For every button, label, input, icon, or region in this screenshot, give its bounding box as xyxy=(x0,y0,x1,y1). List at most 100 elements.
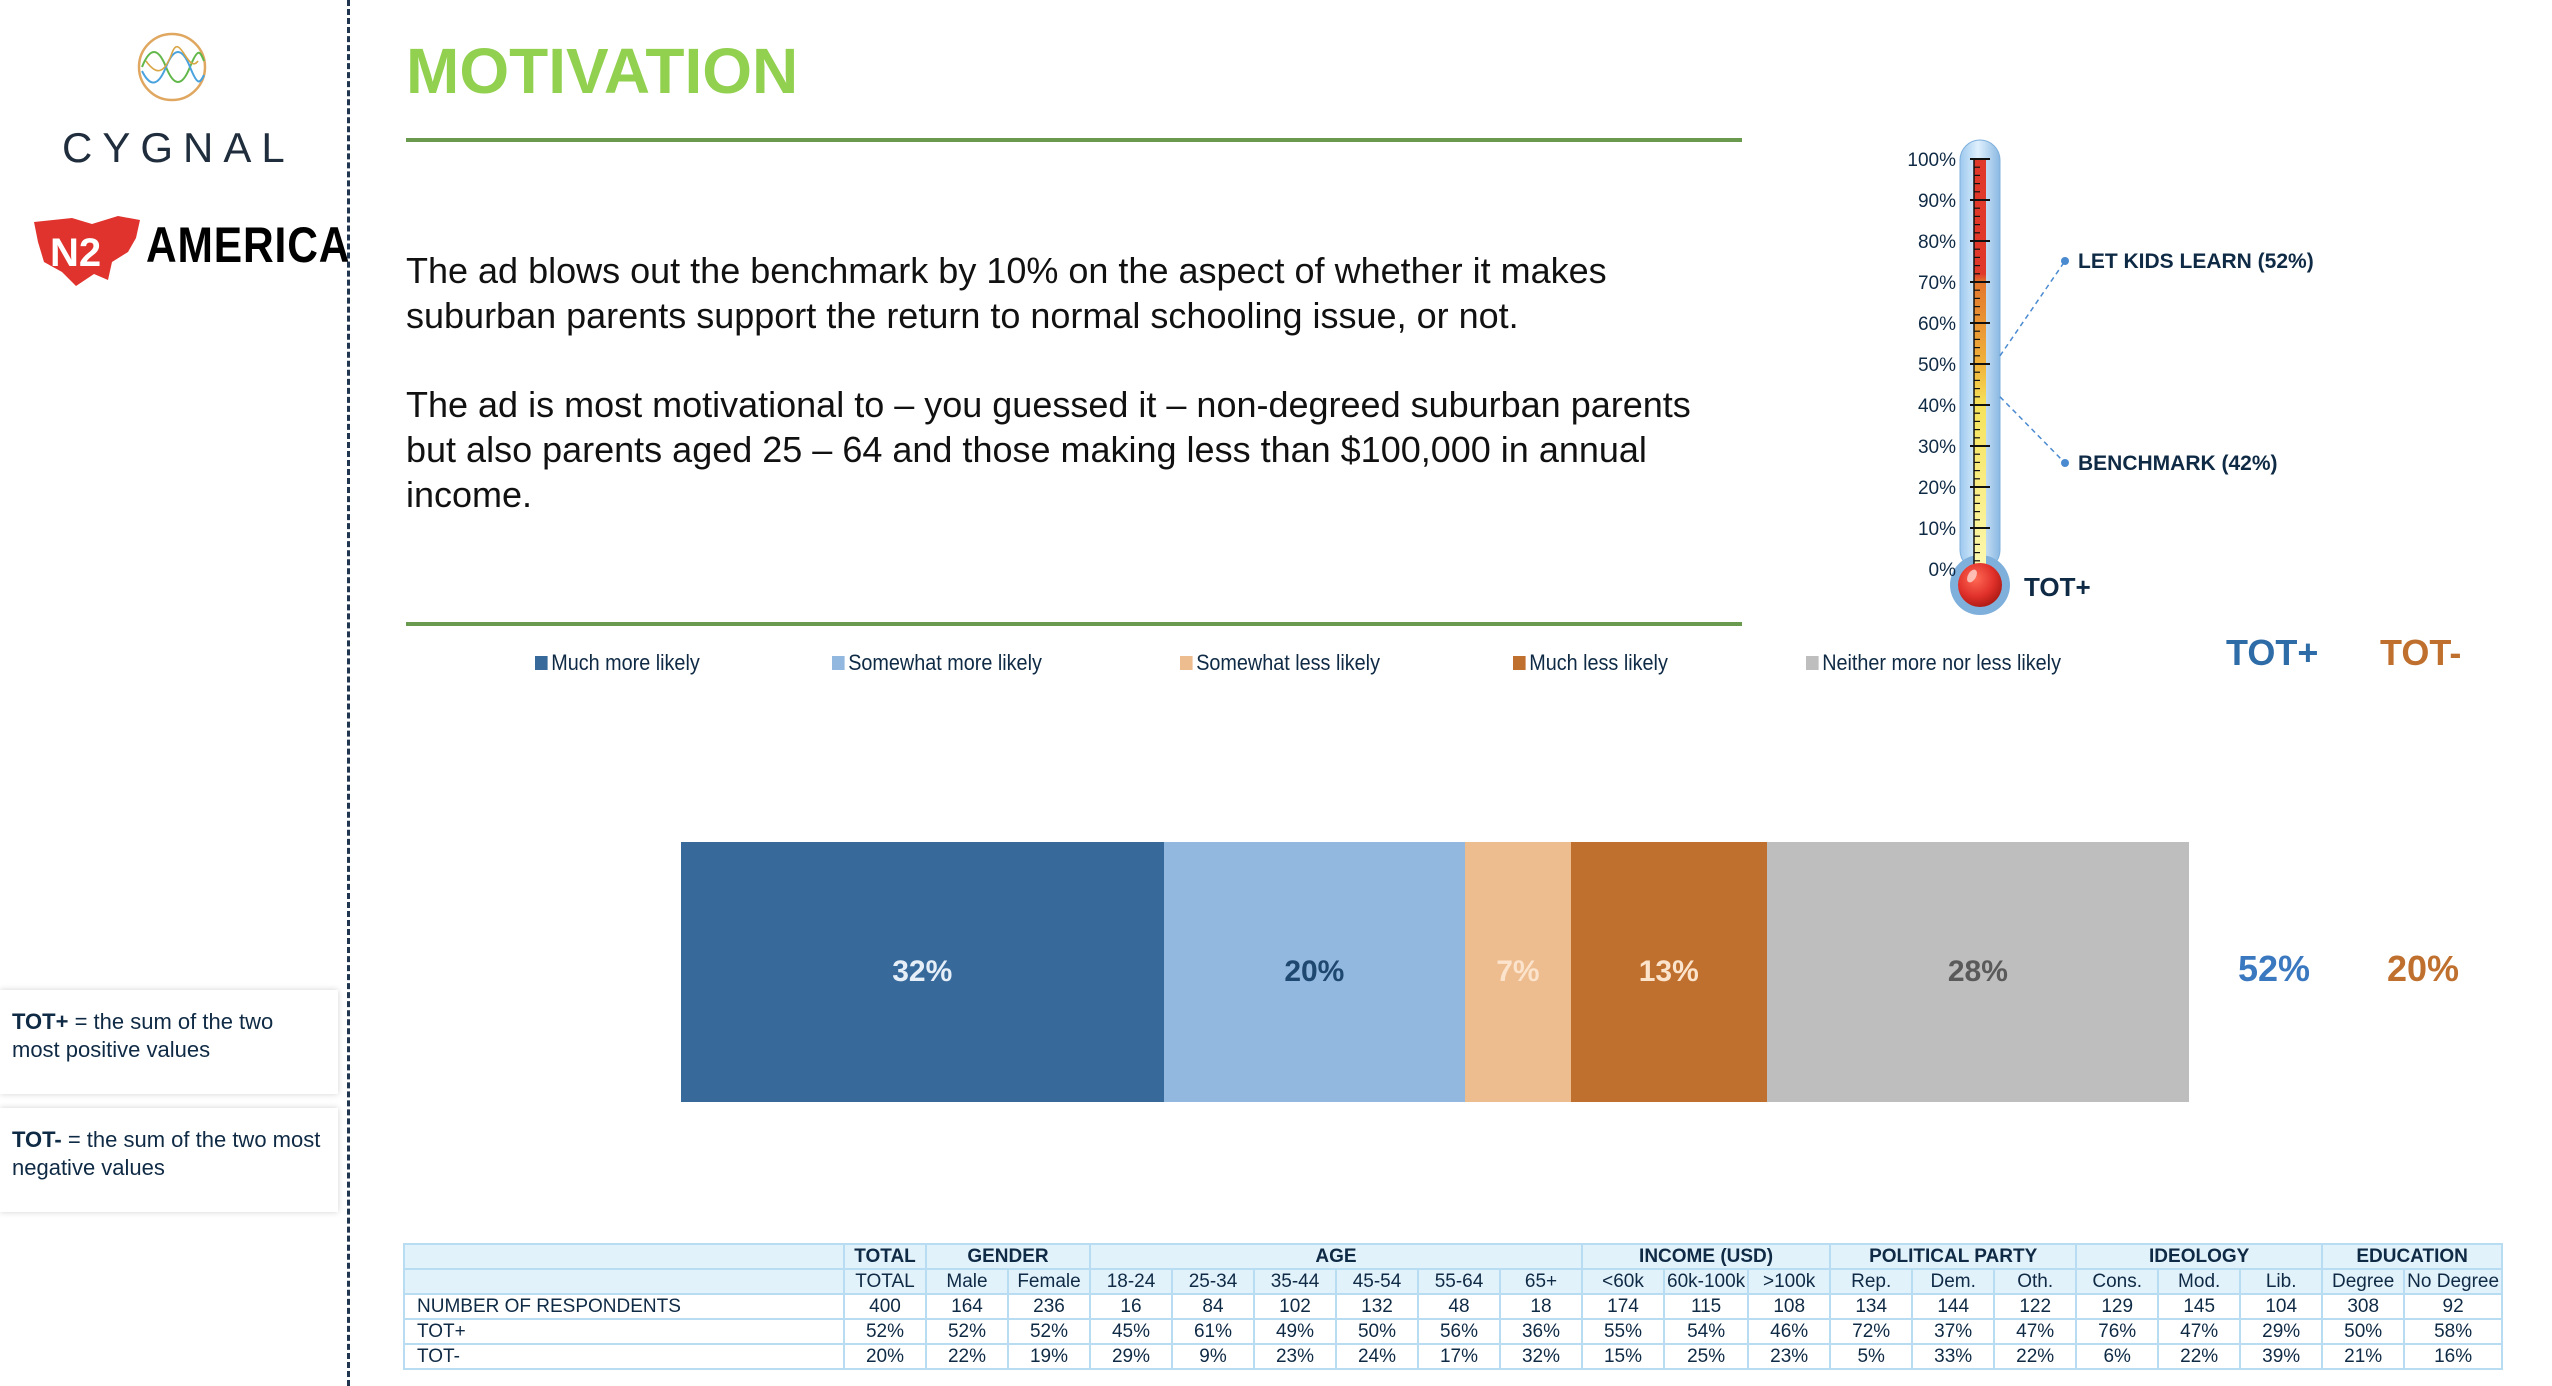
legend-label: Somewhat less likely xyxy=(1196,650,1380,675)
table-cell: 164 xyxy=(925,1293,1009,1320)
table-cell: 16 xyxy=(1089,1293,1173,1320)
table-group-ideology: IDEOLOGY xyxy=(2075,1243,2324,1270)
table-cell: 5% xyxy=(1829,1343,1914,1370)
page-title: MOTIVATION xyxy=(406,35,799,107)
n2-map-icon: N2 xyxy=(34,216,140,286)
note-term: TOT+ xyxy=(12,1009,69,1034)
thermometer-tick-label: 90% xyxy=(1918,191,1956,212)
bar-data-label: 20% xyxy=(1284,955,1345,988)
table-cell: 29% xyxy=(2239,1318,2324,1345)
table-cell: 45% xyxy=(1089,1318,1173,1345)
table-cell: 52% xyxy=(843,1318,927,1345)
table-cell: 22% xyxy=(2157,1343,2242,1370)
legend-label: Much more likely xyxy=(551,650,700,675)
table-cell: 54% xyxy=(1662,1318,1750,1345)
thermometer-tick-label: 30% xyxy=(1918,437,1956,458)
tot-plus-value: 52% xyxy=(2238,948,2311,989)
title-rule xyxy=(406,138,1742,142)
table-cell: 20% xyxy=(843,1343,927,1370)
table-cell: 21% xyxy=(2321,1343,2406,1370)
table-cell: 25% xyxy=(1662,1343,1750,1370)
table-cell: 174 xyxy=(1581,1293,1665,1320)
table-cell: 36% xyxy=(1499,1318,1583,1345)
note-tot-plus: TOT+ = the sum of the two most positive … xyxy=(0,990,338,1094)
table-cell: 115 xyxy=(1662,1293,1750,1320)
table-cell: 308 xyxy=(2321,1293,2406,1320)
table-column-header-cell: Oth. xyxy=(1993,1268,2078,1295)
table-group-gender: GENDER xyxy=(925,1243,1091,1270)
legend-label: Somewhat more likely xyxy=(848,650,1042,675)
thermometer-tick-label: 80% xyxy=(1918,232,1956,253)
note-term: TOT- xyxy=(12,1127,62,1152)
legend-swatch xyxy=(1180,656,1193,670)
table-column-header-cell: 18-24 xyxy=(1089,1268,1173,1295)
table-column-header-cell: <60k xyxy=(1581,1268,1665,1295)
tot-plus-header: TOT+ xyxy=(2226,632,2319,673)
table-cell: 400 xyxy=(843,1293,927,1320)
thermometer-xlabel: TOT+ xyxy=(2024,572,2091,602)
table-cell: 33% xyxy=(1911,1343,1996,1370)
bar-segment-somewhat-less-likely: 7% xyxy=(1465,842,1571,1102)
bar-data-label: 28% xyxy=(1947,955,2008,988)
n2-mark: N2 xyxy=(50,231,101,275)
legend-somewhat-less-likely: Somewhat less likely xyxy=(1180,650,1380,676)
table-cell: 61% xyxy=(1171,1318,1255,1345)
table-cell: 104 xyxy=(2239,1293,2324,1320)
bar-data-label: 32% xyxy=(892,955,953,988)
table-group-age: AGE xyxy=(1089,1243,1583,1270)
thermometer-tick-label: 60% xyxy=(1918,314,1956,335)
thermometer-tick-label: 70% xyxy=(1918,273,1956,294)
table-cell: 47% xyxy=(1993,1318,2078,1345)
table-row-label: TOT+ xyxy=(403,1318,845,1345)
table-cell: 52% xyxy=(925,1318,1009,1345)
thermometer-tick-label: 50% xyxy=(1918,355,1956,376)
table-cell: 92 xyxy=(2403,1293,2504,1320)
thermometer-tick-label: 40% xyxy=(1918,396,1956,417)
paragraph-2: The ad is most motivational to – you gue… xyxy=(406,384,1691,515)
table-column-header-cell: TOTAL xyxy=(843,1268,927,1295)
bar-segment-much-more-likely: 32% xyxy=(681,842,1164,1102)
table-cell: 50% xyxy=(2321,1318,2406,1345)
note-tot-minus: TOT- = the sum of the two most negative … xyxy=(0,1108,338,1212)
table-cell: 52% xyxy=(1007,1318,1091,1345)
paragraph-1: The ad blows out the benchmark by 10% on… xyxy=(406,250,1607,336)
table-cell: 108 xyxy=(1747,1293,1832,1320)
legend-much-more-likely: Much more likely xyxy=(535,650,700,676)
table-column-header-cell: Female xyxy=(1007,1268,1091,1295)
table-row: NUMBER OF RESPONDENTS 400 164 236 16 84 102 132… xyxy=(403,1293,2504,1320)
tot-minus-header: TOT- xyxy=(2380,632,2462,673)
cygnal-logo-icon xyxy=(137,32,207,102)
table-cell: 55% xyxy=(1581,1318,1665,1345)
table-cell: 76% xyxy=(2075,1318,2160,1345)
legend-swatch xyxy=(832,656,845,670)
table-group-education: EDUCATION xyxy=(2321,1243,2504,1270)
table-cell: 39% xyxy=(2239,1343,2324,1370)
table-cell: 84 xyxy=(1171,1293,1255,1320)
table-cell: 122 xyxy=(1993,1293,2078,1320)
marker-label: BENCHMARK (42%) xyxy=(2078,452,2278,475)
table-group-political-party: POLITICAL PARTY xyxy=(1829,1243,2078,1270)
table-cell: 23% xyxy=(1253,1343,1337,1370)
table-column-header-cell: >100k xyxy=(1747,1268,1832,1295)
table-cell: 58% xyxy=(2403,1318,2504,1345)
thermometer-bulb xyxy=(1958,563,2002,607)
table-cell: 19% xyxy=(1007,1343,1091,1370)
marker-label: LET KIDS LEARN (52%) xyxy=(2078,250,2314,273)
table-cell: 37% xyxy=(1911,1318,1996,1345)
table-column-header-cell: Cons. xyxy=(2075,1268,2160,1295)
table-cell: 144 xyxy=(1911,1293,1996,1320)
legend-label: Neither more nor less likely xyxy=(1822,650,2061,675)
legend-swatch xyxy=(535,656,548,670)
table-cell: 24% xyxy=(1335,1343,1419,1370)
table-cell: 56% xyxy=(1417,1318,1501,1345)
table-column-header-cell: 25-34 xyxy=(1171,1268,1255,1295)
table-cell: 129 xyxy=(2075,1293,2160,1320)
crosstab-table: TOTAL GENDER AGE INCOME (USD) POLITICAL PART… xyxy=(403,1243,2504,1370)
table-column-header-cell: No Degree xyxy=(2403,1268,2504,1295)
marker-leader-line xyxy=(1999,396,2066,464)
bar-segment-much-less-likely: 13% xyxy=(1570,842,1767,1102)
table-column-header-cell: 65+ xyxy=(1499,1268,1583,1295)
content-rule xyxy=(406,622,1742,626)
legend-neither: Neither more nor less likely xyxy=(1806,650,2061,676)
table-column-header-cell: Dem. xyxy=(1911,1268,1996,1295)
